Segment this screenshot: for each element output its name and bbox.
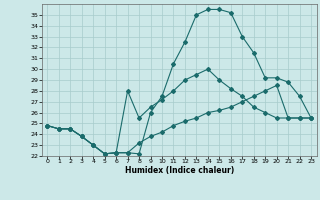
X-axis label: Humidex (Indice chaleur): Humidex (Indice chaleur)	[124, 166, 234, 175]
